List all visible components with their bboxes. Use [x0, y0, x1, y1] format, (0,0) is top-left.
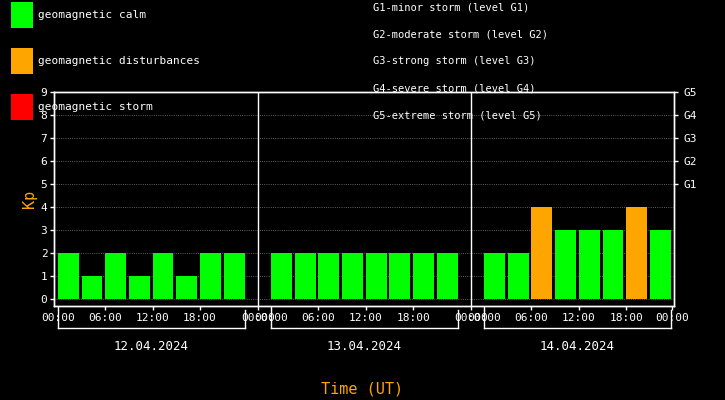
Bar: [105, 253, 126, 299]
Text: G4-severe storm (level G4): G4-severe storm (level G4): [373, 84, 536, 94]
Bar: [484, 253, 505, 299]
Bar: [507, 253, 529, 299]
Bar: [389, 253, 410, 299]
Text: G1-minor storm (level G1): G1-minor storm (level G1): [373, 2, 530, 12]
Bar: [200, 253, 221, 299]
Bar: [365, 253, 386, 299]
Bar: [318, 253, 339, 299]
Bar: [58, 253, 79, 299]
Text: 13.04.2024: 13.04.2024: [327, 340, 402, 353]
Text: 14.04.2024: 14.04.2024: [540, 340, 615, 353]
Bar: [271, 253, 292, 299]
Text: Time (UT): Time (UT): [321, 381, 404, 396]
Text: G5-extreme storm (level G5): G5-extreme storm (level G5): [373, 111, 542, 121]
Bar: [626, 207, 647, 299]
Bar: [436, 253, 457, 299]
Y-axis label: Kp: Kp: [22, 190, 36, 208]
Bar: [153, 253, 173, 299]
Text: G2-moderate storm (level G2): G2-moderate storm (level G2): [373, 29, 548, 39]
Text: geomagnetic storm: geomagnetic storm: [38, 102, 153, 112]
Text: geomagnetic calm: geomagnetic calm: [38, 10, 146, 20]
Bar: [602, 230, 624, 299]
Bar: [342, 253, 363, 299]
Bar: [579, 230, 600, 299]
Bar: [129, 276, 150, 299]
Bar: [176, 276, 197, 299]
Bar: [294, 253, 315, 299]
Text: geomagnetic disturbances: geomagnetic disturbances: [38, 56, 200, 66]
Text: 12.04.2024: 12.04.2024: [114, 340, 188, 353]
Bar: [82, 276, 102, 299]
Bar: [413, 253, 434, 299]
Bar: [531, 207, 552, 299]
Bar: [224, 253, 244, 299]
Text: G3-strong storm (level G3): G3-strong storm (level G3): [373, 56, 536, 66]
Bar: [650, 230, 671, 299]
Bar: [555, 230, 576, 299]
